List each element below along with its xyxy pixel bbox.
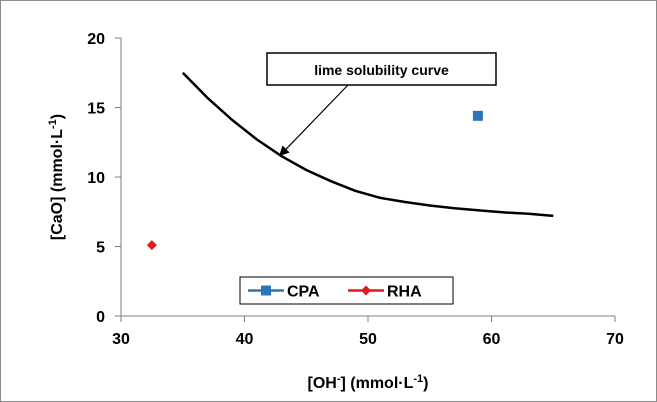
y-tick-label: 5 [96, 240, 105, 257]
legend: CPA RHA [239, 276, 454, 305]
legend-marker-rha [361, 285, 371, 296]
annotation-label: lime solubility curve [314, 62, 449, 78]
annotation-box [266, 52, 497, 86]
y-tick-label: 20 [87, 31, 105, 48]
legend-label-cpa: CPA [287, 284, 320, 301]
curve-layer [181, 71, 554, 218]
legend-marker-cpa [261, 285, 271, 296]
x-tick-label: 50 [359, 331, 377, 348]
y-tick-label: 15 [87, 101, 105, 118]
axes [115, 37, 616, 322]
x-tick-label: 40 [236, 331, 254, 348]
x-tick-label: 70 [606, 331, 624, 348]
legend-label-rha: RHA [387, 284, 422, 301]
y-tick-label: 10 [87, 170, 105, 187]
axis-titles: [OH-] (mmol·L-1) [CaO] (mmol·L-1) [47, 114, 428, 392]
x-tick-label: 60 [483, 331, 501, 348]
y-tick-label: 0 [96, 309, 105, 326]
annotation-arrow-line [284, 84, 349, 151]
tick-labels: 30 40 50 60 70 0 5 10 15 20 [87, 31, 624, 348]
x-axis-title: [OH-] (mmol·L-1) [308, 373, 429, 392]
annotation-arrowhead [279, 145, 290, 157]
data-point-cpa [472, 110, 483, 121]
data-point-rha [146, 240, 157, 251]
x-tick-label: 30 [112, 331, 130, 348]
y-axis-title: [CaO] (mmol·L-1) [47, 114, 66, 240]
annotation-layer: lime solubility curve [266, 52, 497, 157]
lime-solubility-curve [181, 71, 554, 218]
points-layer [146, 110, 483, 251]
